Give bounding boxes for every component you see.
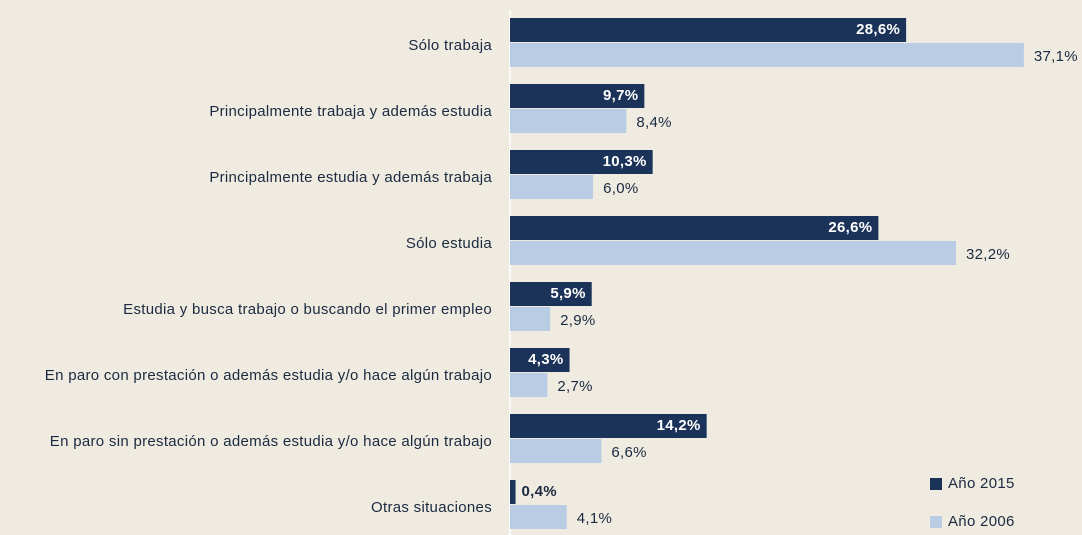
- category-label: Sólo trabaja: [408, 37, 492, 54]
- category-label: Principalmente estudia y además trabaja: [209, 169, 492, 186]
- bar: [510, 241, 956, 265]
- value-label: 6,0%: [603, 180, 638, 197]
- bar: [510, 307, 551, 331]
- value-label: 4,1%: [577, 510, 612, 527]
- category-label: Otras situaciones: [371, 499, 492, 516]
- value-label: 14,2%: [657, 417, 701, 434]
- legend-swatch: [930, 516, 942, 528]
- value-label: 6,6%: [611, 444, 646, 461]
- value-label: 37,1%: [1034, 48, 1078, 65]
- bar: [510, 43, 1024, 67]
- value-label: 32,2%: [966, 246, 1010, 263]
- bar: [510, 282, 592, 306]
- value-label: 28,6%: [856, 21, 900, 38]
- bar: [510, 150, 653, 174]
- legend-swatch: [930, 478, 942, 490]
- category-label: Sólo estudia: [406, 235, 493, 252]
- value-label: 4,3%: [528, 351, 563, 368]
- value-label: 5,9%: [550, 285, 585, 302]
- category-label: En paro con prestación o además estudia …: [45, 367, 492, 384]
- category-label: Principalmente trabaja y además estudia: [209, 103, 492, 120]
- legend-label: Año 2006: [948, 513, 1015, 530]
- bar: [510, 84, 645, 108]
- category-label: Estudia y busca trabajo o buscando el pr…: [123, 301, 492, 318]
- bar: [510, 216, 879, 240]
- bar: [510, 414, 707, 438]
- category-label: En paro sin prestación o además estudia …: [50, 433, 492, 450]
- bar: [510, 348, 570, 372]
- value-label: 2,9%: [560, 312, 595, 329]
- bar: [510, 480, 516, 504]
- value-label: 26,6%: [828, 219, 872, 236]
- bar: [510, 109, 627, 133]
- bar: [510, 505, 567, 529]
- bar: [510, 373, 548, 397]
- legend-label: Año 2015: [948, 475, 1015, 492]
- bar: [510, 175, 594, 199]
- value-label: 9,7%: [603, 87, 638, 104]
- value-label: 2,7%: [557, 378, 592, 395]
- bar: [510, 439, 602, 463]
- value-label: 0,4%: [522, 483, 557, 500]
- value-label: 10,3%: [603, 153, 647, 170]
- bar: [510, 18, 907, 42]
- value-label: 8,4%: [636, 114, 671, 131]
